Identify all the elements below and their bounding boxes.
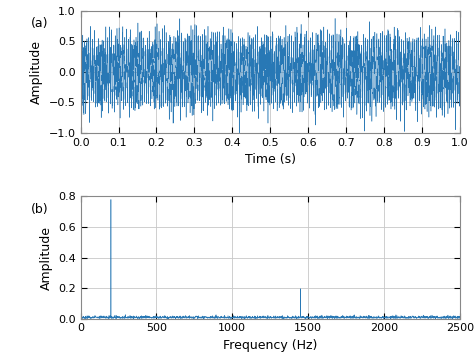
Y-axis label: Amplitude: Amplitude bbox=[39, 226, 53, 290]
X-axis label: Time (s): Time (s) bbox=[245, 153, 296, 166]
Text: (a): (a) bbox=[31, 17, 49, 30]
Y-axis label: Amplitude: Amplitude bbox=[30, 40, 43, 104]
Text: (b): (b) bbox=[31, 203, 49, 216]
X-axis label: Frequency (Hz): Frequency (Hz) bbox=[223, 339, 318, 352]
